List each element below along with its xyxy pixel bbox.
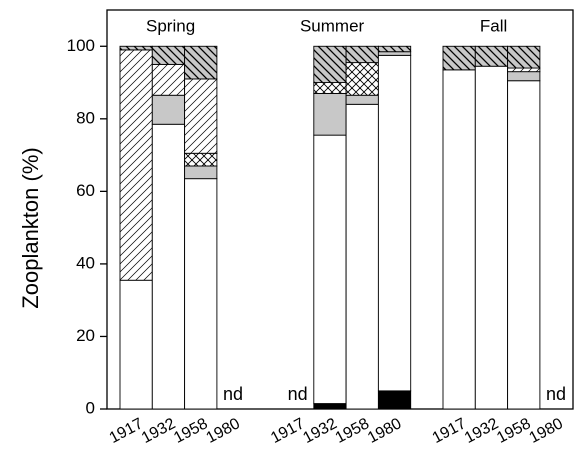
x-tick-label: 1980 [365,415,405,447]
bar-segment [377,390,412,410]
missing-label: nd [223,384,243,404]
group-label: Summer [300,16,365,35]
bar-segment [151,94,186,125]
bar-segment [151,45,186,65]
bar-segment [345,94,379,105]
y-tick-label: 0 [86,398,95,417]
y-tick-label: 60 [76,181,95,200]
missing-label: nd [288,384,308,404]
group-label: Spring [146,16,195,35]
bar-segment [377,54,412,392]
bar-segment [313,82,347,94]
y-tick-label: 100 [67,36,95,55]
bar-segment [313,45,347,83]
bar-segment [184,152,218,167]
bar-segment [345,103,379,410]
bar-segment [184,78,218,154]
bar-segment [474,65,509,410]
bar-segment [119,279,153,410]
bar-segment [184,178,218,410]
bar-segment [507,80,541,410]
bar-segment [442,45,476,71]
bar-segment [507,67,541,73]
bar-segment [119,49,153,281]
bar-segment [119,45,153,51]
y-tick-label: 20 [76,326,95,345]
bar-segment [151,123,186,410]
bar-segment [151,63,186,96]
bar-segment [313,134,347,405]
y-tick-label: 80 [76,108,95,127]
bar-segment [345,62,379,96]
bar-segment [313,92,347,136]
bar-segment [442,69,476,410]
bar-segment [507,45,541,69]
y-axis-label: Zooplankton (%) [18,147,43,308]
missing-label: nd [546,384,566,404]
bar-segment [184,165,218,180]
bar-segment [313,403,347,410]
group-label: Fall [480,16,507,35]
x-tick-label: 1980 [527,415,567,447]
bar-segment [507,71,541,82]
bar-segment [377,51,412,56]
y-tick-label: 40 [76,253,95,272]
bar-segment [184,45,218,80]
bar-segment [377,45,412,53]
bar-segment [474,45,509,67]
x-tick-label: 1980 [204,415,244,447]
bar-segment [345,45,379,64]
